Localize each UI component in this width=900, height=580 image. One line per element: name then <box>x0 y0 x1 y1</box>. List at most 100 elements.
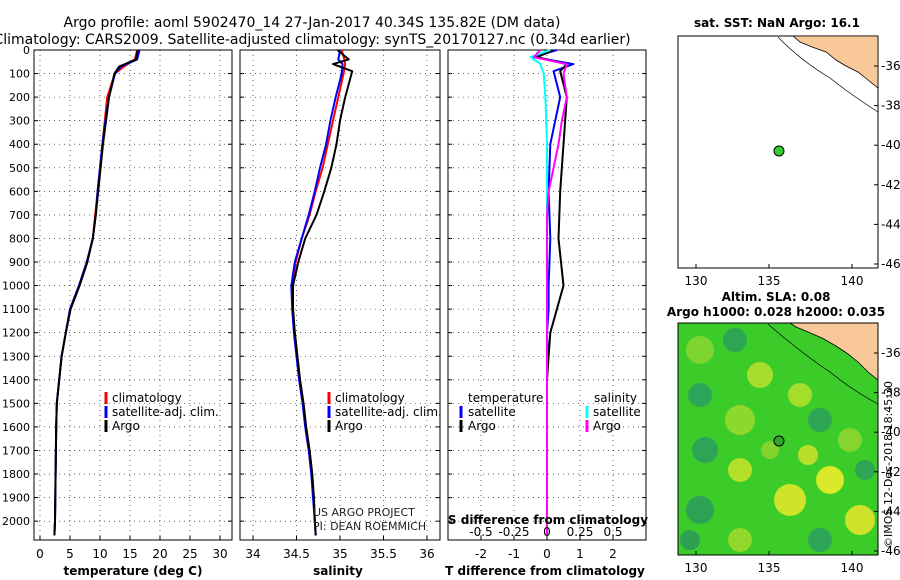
difference-legend: temperature satellite Argo salinity sate… <box>459 391 641 433</box>
x-tick-label: 0 <box>36 547 44 561</box>
sst-map-isobath <box>777 36 879 113</box>
sla-anomaly-blobs <box>680 328 875 552</box>
map-x-tick-label: 140 <box>841 274 864 288</box>
legend-t-satellite-label: satellite <box>468 405 516 419</box>
map-y-tick-label: -46 <box>881 544 900 558</box>
sla-anomaly-blob <box>808 528 832 552</box>
x-tick-label: 5 <box>66 547 74 561</box>
depth-tick-label: 1300 <box>2 350 30 363</box>
sla-map-frame <box>677 322 879 556</box>
legend-s-satellite-label: satellite <box>593 405 641 419</box>
sla-anomaly-blob <box>728 458 752 482</box>
depth-tick-label: 1600 <box>2 421 30 434</box>
depth-axis-labels: 0 100 200 300 400 500 600 700 800 900 1000 1100 1200… <box>2 44 30 528</box>
legend-satellite-label: satellite-adj. clim. <box>335 405 442 419</box>
temperature-x-ticks: 0 5 10 15 20 25 30 <box>36 536 228 561</box>
sla-anomaly-blob <box>798 445 818 465</box>
depth-tick-label: 700 <box>9 209 30 222</box>
temperature-panel: 0 5 10 15 20 25 30 temperature (deg C) climato… <box>33 49 233 578</box>
x-tick-label: 25 <box>182 547 197 561</box>
sst-map: sat. SST: NaN Argo: 16.1 -36 -38 -40 -42 -44… <box>677 16 900 288</box>
sla-map-ticks: -36 -38 -40 -42 -44 -46 130 135 140 <box>685 346 900 575</box>
difference-panel: -2 -1 0 1 2 T difference from climatology S … <box>445 49 648 578</box>
depth-tick-label: 500 <box>9 162 30 175</box>
project-label: US ARGO PROJECT <box>313 506 415 519</box>
x-tick-label: 1 <box>576 547 584 561</box>
legend-s-argo-label: Argo <box>593 419 621 433</box>
map-y-tick-label: -42 <box>881 465 900 479</box>
salinity-series <box>290 49 354 536</box>
depth-tick-label: 200 <box>9 91 30 104</box>
x-tick-label: 34.5 <box>283 547 310 561</box>
salinity-grid <box>240 49 440 540</box>
x-tick-label: 20 <box>152 547 167 561</box>
x-tick-label: 36 <box>419 547 434 561</box>
series-line-argo <box>292 49 354 536</box>
x-tick-label: 10 <box>92 547 107 561</box>
depth-tick-label: 600 <box>9 185 30 198</box>
sla-anomaly-blob <box>688 383 712 407</box>
x-tick-label: 34 <box>245 547 260 561</box>
x-tick-label: 2 <box>609 547 617 561</box>
salinity-x-ticks: 34 34.5 35 35.5 36 <box>245 536 435 561</box>
difference-series <box>529 49 575 536</box>
temperature-grid <box>34 49 232 540</box>
x-tick-label: 0 <box>543 547 551 561</box>
sla-anomaly-blob <box>816 466 844 494</box>
sla-anomaly-blob <box>761 441 779 459</box>
depth-tick-label: 100 <box>9 68 30 81</box>
sla-map-coastline <box>789 323 878 381</box>
map-x-tick-label: 140 <box>841 561 864 575</box>
x-tick-label: -2 <box>475 547 487 561</box>
secondary-tick-label: 0.25 <box>567 525 594 539</box>
x-tick-label: 35 <box>332 547 347 561</box>
salinity-x-label: salinity <box>313 564 363 578</box>
map-y-tick-label: -36 <box>881 346 900 360</box>
x-tick-label: 15 <box>122 547 137 561</box>
sla-anomaly-blob <box>723 328 747 352</box>
sla-anomaly-blob <box>725 405 755 435</box>
sst-map-argo-position <box>773 145 785 157</box>
map-y-tick-label: -36 <box>881 59 900 73</box>
sst-map-coastline <box>791 35 879 89</box>
legend-temperature-title: temperature <box>468 391 543 405</box>
map-x-tick-label: 130 <box>685 561 708 575</box>
sla-anomaly-blob <box>838 428 862 452</box>
map-y-tick-label: -42 <box>881 178 900 192</box>
temperature-x-label: temperature (deg C) <box>64 564 203 578</box>
map-y-tick-label: -40 <box>881 138 900 152</box>
imos-footer: ©IMOS 12-Dec-2018 18:45:30 <box>882 381 895 548</box>
difference-x-label: T difference from climatology <box>445 564 645 578</box>
series-line-argo <box>53 49 139 536</box>
pi-label: PI: DEAN ROEMMICH <box>313 520 426 533</box>
map-y-tick-label: -44 <box>881 504 900 518</box>
sla-anomaly-blob <box>728 528 752 552</box>
title-line-2: Climatology: CARS2009. Satellite-adjuste… <box>0 32 631 48</box>
sla-map-title-2: Argo h1000: 0.028 h2000: 0.035 <box>667 305 885 319</box>
map-y-tick-label: -46 <box>881 257 900 271</box>
sla-map-field <box>678 323 878 555</box>
temperature-plot-frame <box>33 49 233 541</box>
sla-anomaly-blob <box>774 484 806 516</box>
sla-anomaly-blob <box>686 336 714 364</box>
depth-tick-label: 1200 <box>2 327 30 340</box>
sla-anomaly-blob <box>788 383 812 407</box>
secondary-tick-label: 0 <box>543 525 551 539</box>
depth-tick-label: 1000 <box>2 280 30 293</box>
depth-tick-label: 1400 <box>2 374 30 387</box>
difference-grid <box>448 49 646 540</box>
legend-satellite-label: satellite-adj. clim. <box>112 405 219 419</box>
legend-salinity-title: salinity <box>594 391 637 405</box>
legend-argo-label: Argo <box>112 419 140 433</box>
difference-x-ticks: -2 -1 0 1 2 <box>475 536 617 561</box>
legend-climatology-label: climatology <box>112 391 182 405</box>
sla-anomaly-blob <box>692 437 718 463</box>
depth-tick-label: 2000 <box>2 515 30 528</box>
depth-tick-label: 300 <box>9 115 30 128</box>
title-line-1: Argo profile: aoml 5902470_14 27-Jan-201… <box>64 15 561 31</box>
map-y-tick-label: -40 <box>881 425 900 439</box>
map-x-tick-label: 135 <box>758 274 781 288</box>
x-tick-label: 35.5 <box>370 547 397 561</box>
sla-anomaly-blob <box>845 505 875 535</box>
